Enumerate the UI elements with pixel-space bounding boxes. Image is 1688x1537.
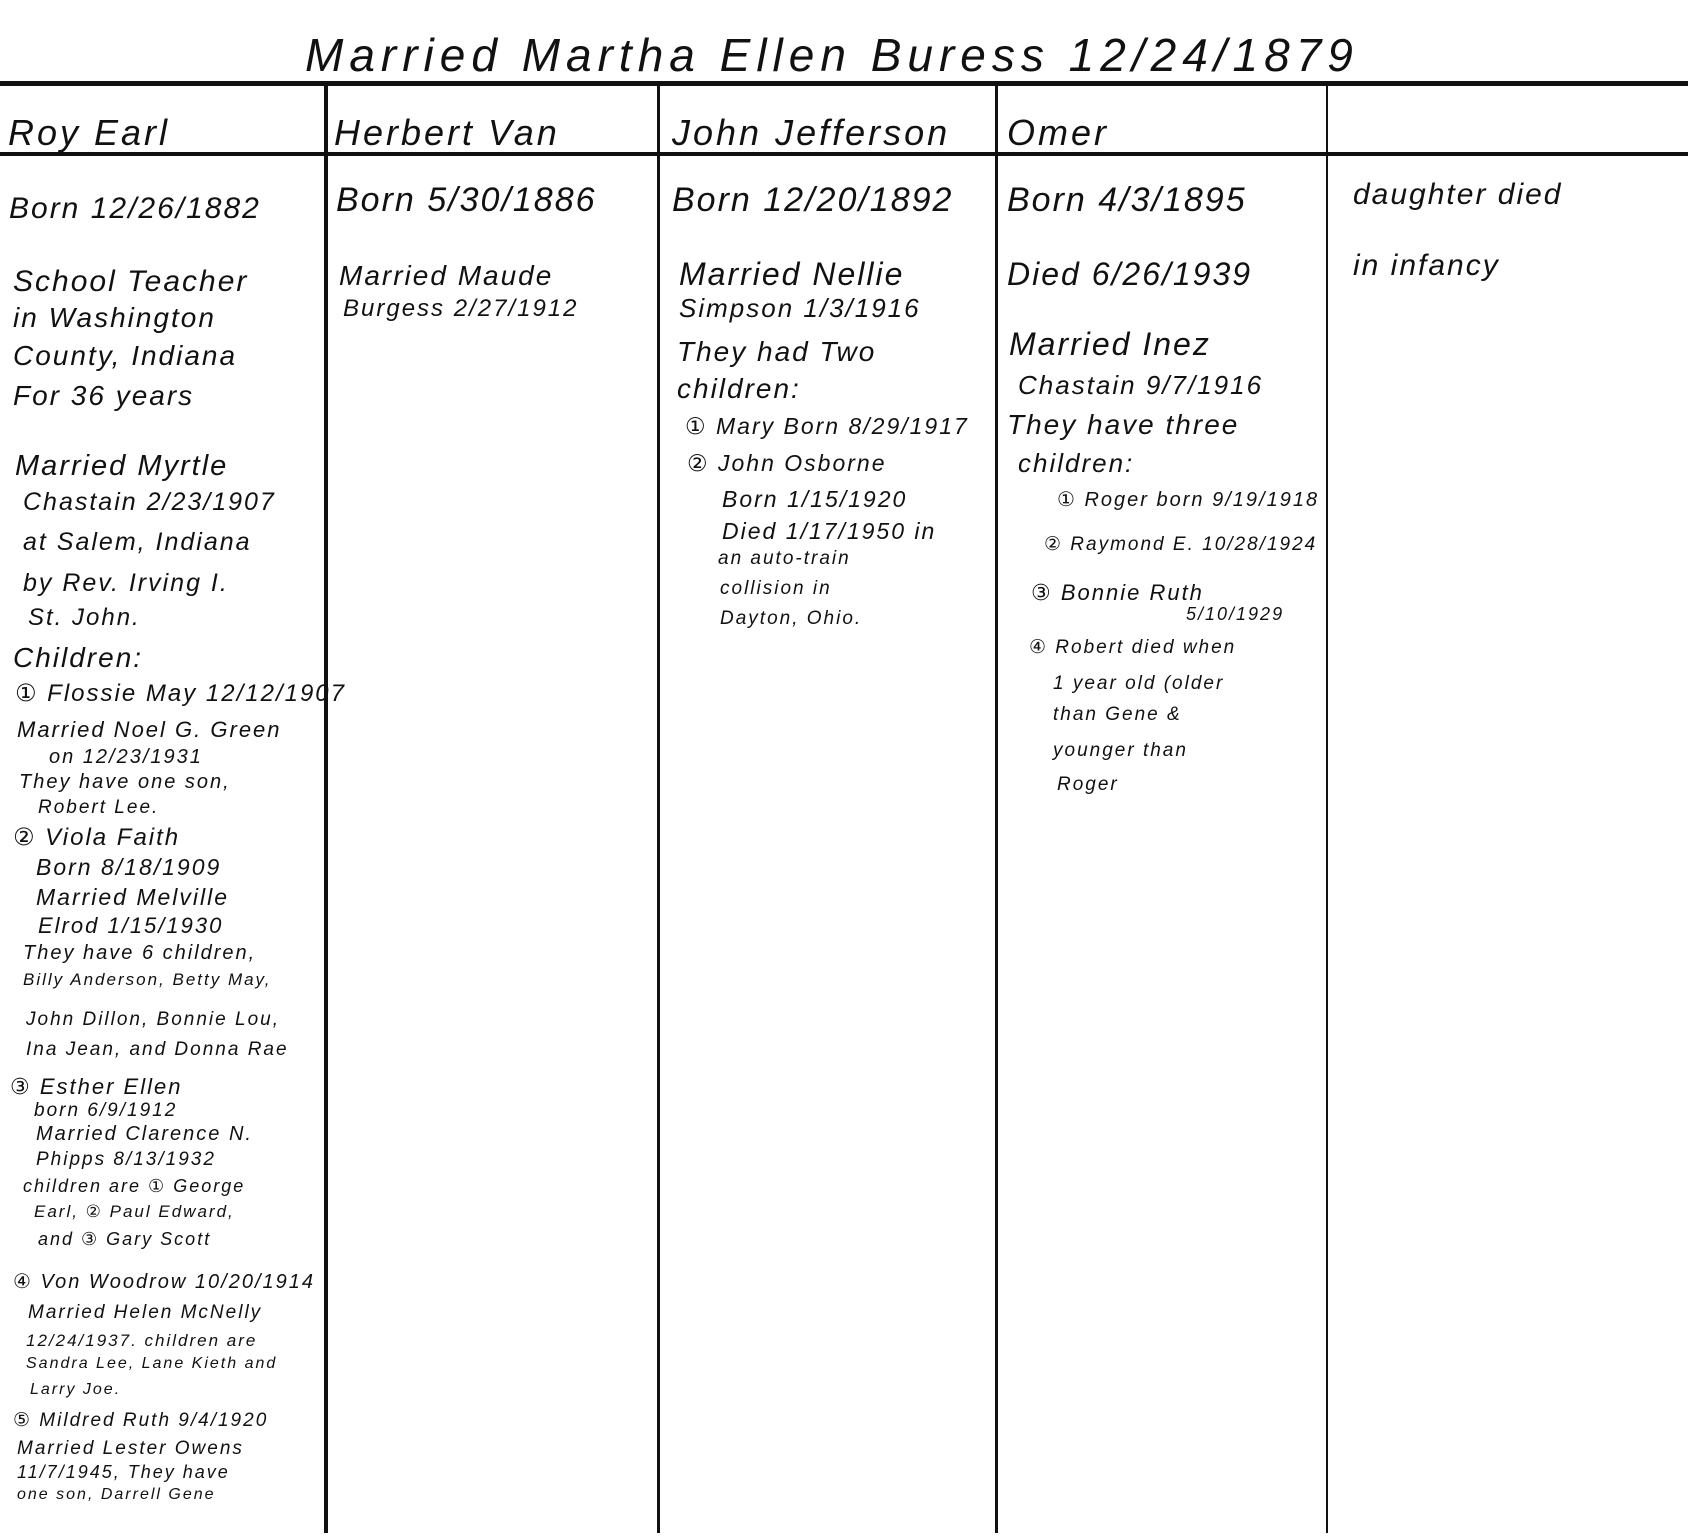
record-line: ① Roger born 9/19/1918 [1057,489,1320,511]
record-line: Born 12/20/1892 [672,181,954,219]
record-line: ① Flossie May 12/12/1907 [15,680,346,707]
record-line: ② Viola Faith [13,824,181,851]
record-line: by Rev. Irving I. [23,569,229,597]
column-header: Omer [1007,112,1109,153]
record-line: daughter died [1353,178,1563,211]
record-line: Larry Joe. [30,1381,122,1398]
record-line: ② John Osborne [687,450,887,476]
record-line: ④ Robert died when [1029,637,1237,658]
record-line: Earl, ② Paul Edward, [34,1202,235,1221]
column-header: John Jefferson [672,112,951,153]
record-line: ④ Von Woodrow 10/20/1914 [13,1271,316,1293]
record-line: in Washington [13,302,216,333]
record-line: Robert Lee. [38,797,160,818]
record-line: children: [677,373,801,404]
record-line: Married Clarence N. [36,1123,253,1145]
record-line: Born 12/26/1882 [9,192,261,225]
record-line: School Teacher [13,265,249,298]
record-line: born 6/9/1912 [34,1100,178,1121]
record-line: Married Myrtle [15,450,229,482]
record-line: Chastain 9/7/1916 [1018,370,1264,400]
record-line: Married Melville [36,884,230,910]
record-line: younger than [1053,740,1188,761]
record-line: 5/10/1929 [1186,604,1285,624]
record-line: ② Raymond E. 10/28/1924 [1044,534,1318,555]
record-line: They have three [1007,409,1240,440]
column-divider [324,83,328,1533]
record-line: Married Lester Owens [17,1438,244,1459]
record-line: John Dillon, Bonnie Lou, [26,1009,280,1030]
record-line: Simpson 1/3/1916 [679,293,921,323]
record-line: ③ Bonnie Ruth [1031,580,1204,605]
record-line: Billy Anderson, Betty May, [23,970,272,989]
record-line: Died 1/17/1950 in [722,518,937,544]
record-line: Died 6/26/1939 [1007,256,1253,292]
record-line: an auto-train [718,548,851,569]
document-title: Married Martha Ellen Buress 12/24/1879 [305,29,1359,81]
record-line: They have 6 children, [23,942,257,964]
record-line: Phipps 8/13/1932 [36,1149,216,1170]
record-line: Children: [13,642,144,673]
record-line: 1 year old (older [1053,673,1225,694]
record-line: For 36 years [13,380,195,411]
record-line: than Gene & [1053,704,1182,725]
record-line: Married Noel G. Green [17,717,282,742]
record-line: Born 4/3/1895 [1007,181,1247,219]
column-header: Roy Earl [8,112,171,153]
record-line: ① Mary Born 8/29/1917 [685,413,969,439]
record-line: ③ Esther Ellen [10,1074,183,1099]
record-line: Dayton, Ohio. [720,608,863,629]
record-line: Burgess 2/27/1912 [343,295,579,322]
record-line: Married Maude [339,260,554,291]
record-line: County, Indiana [13,340,238,371]
record-line: Born 8/18/1909 [36,854,222,880]
record-line: Married Helen McNelly [28,1302,263,1323]
record-line: Elrod 1/15/1930 [38,913,224,938]
title-rule [0,81,1688,86]
column-divider [995,83,998,1533]
record-line: They have one son, [19,771,231,793]
record-line: Roger [1057,774,1119,795]
record-line: Born 5/30/1886 [336,181,597,219]
record-line: children are ① George [23,1176,246,1196]
record-line: Born 1/15/1920 [722,486,908,512]
record-line: Ina Jean, and Donna Rae [26,1039,289,1060]
header-rule [0,152,1688,156]
record-line: Married Nellie [679,256,905,292]
record-line: 12/24/1937. children are [26,1331,258,1350]
column-divider [1326,83,1328,1533]
record-line: children: [1018,448,1135,478]
record-line: Married Inez [1009,326,1211,362]
record-line: 11/7/1945, They have [17,1462,230,1482]
record-line: ⑤ Mildred Ruth 9/4/1920 [13,1410,269,1431]
record-line: They had Two [677,336,877,367]
record-line: Chastain 2/23/1907 [23,488,276,516]
record-line: one son, Darrell Gene [17,1486,216,1503]
record-line: at Salem, Indiana [23,528,252,556]
column-header: Herbert Van [334,112,560,153]
record-line: and ③ Gary Scott [38,1229,212,1249]
record-line: Sandra Lee, Lane Kieth and [26,1355,278,1372]
record-line: collision in [720,578,832,599]
column-divider [657,83,660,1533]
record-line: St. John. [28,604,141,631]
record-line: on 12/23/1931 [49,746,203,768]
record-line: in infancy [1353,249,1500,282]
